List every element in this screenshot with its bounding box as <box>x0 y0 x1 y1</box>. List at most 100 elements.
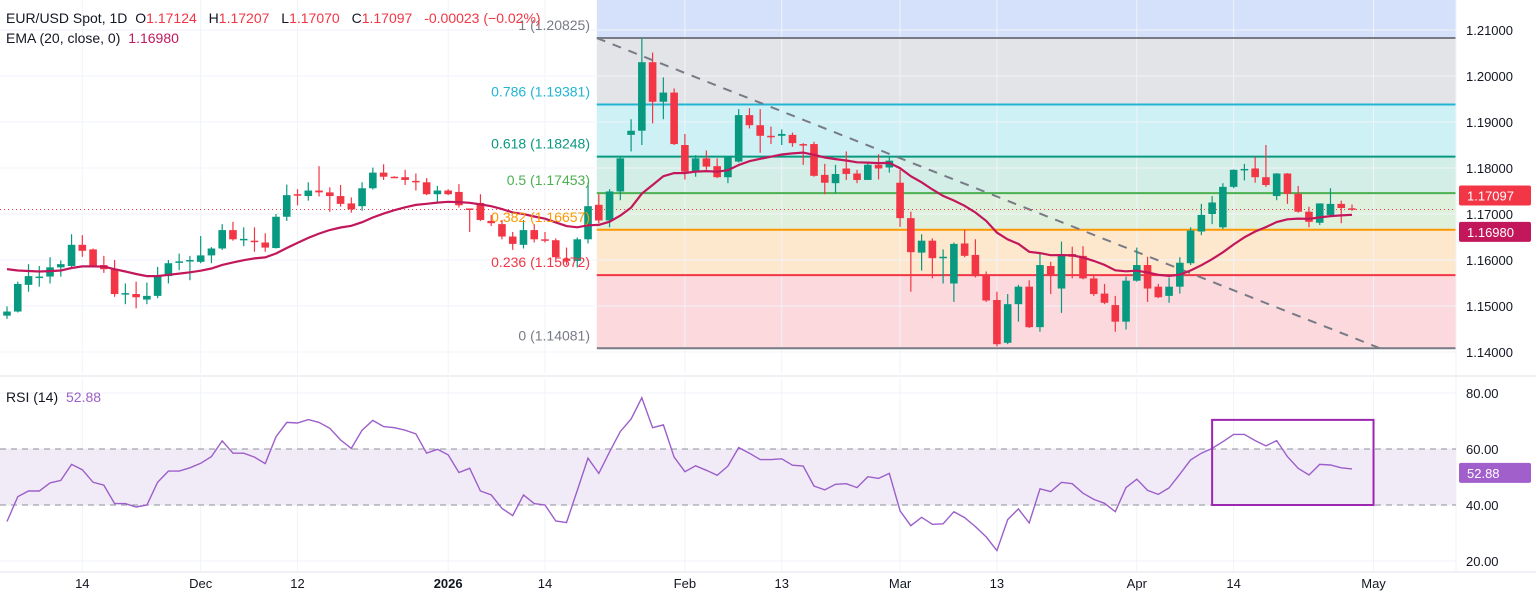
candle-body <box>89 249 97 266</box>
candle-body <box>498 224 506 237</box>
rsi-label[interactable]: RSI (14) <box>6 389 59 405</box>
candle-body <box>272 216 280 249</box>
close-value: 1.17097 <box>361 10 413 26</box>
price-pane <box>0 0 1456 374</box>
candle <box>207 247 216 264</box>
candle-body <box>422 182 431 195</box>
candle <box>1283 173 1292 204</box>
candle-body <box>745 115 754 126</box>
candle <box>820 163 829 195</box>
candle-body <box>1133 265 1141 281</box>
candle-body <box>1272 173 1281 197</box>
candle-body <box>767 135 775 138</box>
candle <box>595 194 603 224</box>
candle-body <box>24 276 33 285</box>
candle <box>1111 295 1120 332</box>
time-axis-label: 13 <box>990 576 1004 591</box>
candle <box>659 77 668 120</box>
candle <box>691 155 700 177</box>
candle-body <box>595 204 603 221</box>
candle-body <box>1165 286 1173 296</box>
candle <box>390 176 399 179</box>
candle <box>487 214 495 226</box>
ema-line <box>6 151 1353 278</box>
candle <box>3 306 11 319</box>
candle <box>229 221 237 241</box>
ema-value: 1.16980 <box>128 30 179 46</box>
candle-body <box>121 293 130 295</box>
candle <box>670 88 678 145</box>
symbol-legend: EUR/USD Spot, 1D O1.17124 H1.17207 L1.17… <box>6 10 545 26</box>
candle <box>950 242 958 302</box>
price-axis-label: 1.17000 <box>1466 207 1513 222</box>
rsi-value: 52.88 <box>66 389 102 405</box>
candle <box>1197 203 1206 236</box>
candle <box>1251 156 1259 183</box>
ema-price-tag: 1.16980 <box>1467 225 1514 240</box>
candle <box>530 224 539 243</box>
candle-body <box>993 300 1001 345</box>
fib-band-above <box>596 0 1456 39</box>
candle-body <box>1337 203 1346 209</box>
candle <box>465 208 474 232</box>
candle <box>1089 275 1098 296</box>
candle-body <box>465 208 474 210</box>
candle-body <box>928 240 937 259</box>
candle <box>1057 241 1066 313</box>
candle-body <box>659 92 668 102</box>
candle <box>562 247 571 266</box>
candle <box>1348 204 1356 211</box>
candle <box>874 154 883 180</box>
candle <box>971 239 980 278</box>
candle <box>1003 294 1012 345</box>
candle <box>842 151 851 180</box>
candle-body <box>1014 286 1023 305</box>
candle-body <box>369 172 377 189</box>
rsi-axis-label: 80.00 <box>1466 386 1499 401</box>
fib-band-0.618 <box>596 156 1456 194</box>
candle-body <box>734 115 743 162</box>
candle-body <box>153 276 162 296</box>
candle-body <box>1240 168 1249 171</box>
candle <box>110 260 119 297</box>
candle-body <box>541 239 549 241</box>
ema-label[interactable]: EMA (20, close, 0) <box>6 30 121 46</box>
price-axis-label: 1.21000 <box>1466 23 1513 38</box>
symbol-title[interactable]: EUR/USD Spot, 1D <box>6 10 128 26</box>
candle-body <box>519 230 528 245</box>
candle <box>864 161 872 180</box>
candle-body <box>261 242 270 248</box>
time-axis-label: Feb <box>674 576 696 591</box>
candle-body <box>1046 265 1055 276</box>
rsi-pane <box>0 378 1456 571</box>
candle <box>745 108 754 129</box>
candle <box>1272 173 1281 201</box>
candle-body <box>196 255 205 262</box>
candle-body <box>799 144 808 146</box>
time-axis-label: 2026 <box>434 576 463 591</box>
candle <box>218 224 226 250</box>
candle <box>1326 188 1335 216</box>
candle-body <box>476 202 485 220</box>
candle <box>734 109 743 163</box>
candle <box>1143 256 1152 302</box>
time-axis-label: 14 <box>1226 576 1240 591</box>
candle <box>1240 163 1249 181</box>
rsi-axis-label: 60.00 <box>1466 442 1499 457</box>
candle <box>315 166 323 197</box>
candle <box>1025 280 1033 329</box>
candle-body <box>293 194 302 196</box>
candle <box>702 150 711 170</box>
candle-body <box>1111 305 1120 322</box>
candle-body <box>562 258 571 261</box>
candle-body <box>3 311 11 316</box>
fib-label-0.786: 0.786 (1.19381) <box>491 83 590 99</box>
candle <box>24 264 33 292</box>
candle <box>1154 283 1163 299</box>
candle <box>186 255 194 281</box>
candle <box>272 214 280 249</box>
candle <box>551 238 560 259</box>
trendline <box>596 37 1381 350</box>
candle <box>756 109 764 153</box>
